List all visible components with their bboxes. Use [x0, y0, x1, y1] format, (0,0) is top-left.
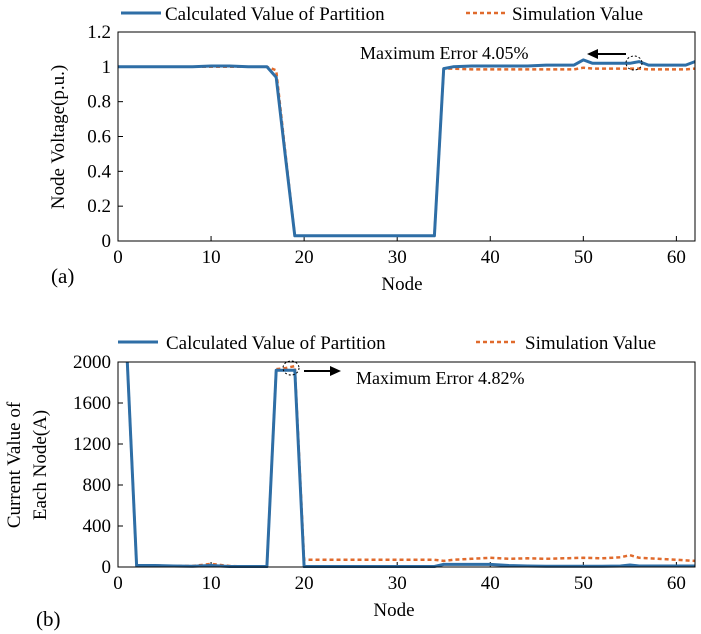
ticks-a: 0 10 20 30 40 50 60 0 0.2 0.4 0.6 0.8 1 1.2 — [87, 22, 686, 268]
annotation-b-error-marker — [282, 360, 300, 376]
series-b — [125, 361, 696, 568]
y-tick-label-b-1600: 1600 — [73, 393, 111, 414]
panel-label-a: (a) — [51, 264, 74, 288]
chart-panel-b: Calculated Value of Partition Simulation… — [4, 333, 696, 631]
series-a — [118, 58, 696, 238]
plot-frame-b — [117, 361, 696, 568]
x-tick-label-a-20: 20 — [295, 247, 314, 268]
x-tick-label-a-60: 60 — [667, 247, 686, 268]
series-line-a-simulation — [118, 65, 696, 238]
legend-a-calculated-label: Calculated Value of Partition — [165, 4, 385, 25]
xlabel-b: Node — [373, 600, 414, 621]
ylabel-a: Node Voltage(p.u.) — [48, 65, 69, 209]
annotation-b: Maximum Error 4.82% — [282, 360, 524, 388]
y-tick-label-b-800: 800 — [83, 475, 112, 496]
y-tick-label-a-0: 0 — [102, 231, 112, 252]
x-tick-label-a-10: 10 — [202, 247, 221, 268]
legend-a: Calculated Value of Partition Simulation… — [121, 4, 643, 25]
x-tick-label-b-0: 0 — [113, 573, 123, 594]
x-tick-label-a-50: 50 — [574, 247, 593, 268]
x-tick-label-b-30: 30 — [388, 573, 407, 594]
annotation-b-arrowhead — [330, 366, 341, 376]
panel-label-b: (b) — [36, 607, 61, 631]
x-tick-label-b-50: 50 — [574, 573, 593, 594]
x-tick-label-b-40: 40 — [481, 573, 500, 594]
x-tick-label-a-30: 30 — [388, 247, 407, 268]
y-tick-label-a-0.4: 0.4 — [87, 161, 111, 182]
x-tick-label-b-20: 20 — [295, 573, 314, 594]
xlabel-a: Node — [381, 274, 422, 295]
y-tick-label-b-1200: 1200 — [73, 434, 111, 455]
ticks-b: 0 10 20 30 40 50 60 0 400 800 1200 1600 2000 — [73, 352, 686, 594]
y-tick-label-b-2000: 2000 — [73, 352, 111, 373]
legend-b-simulation-label: Simulation Value — [525, 333, 656, 354]
y-tick-label-a-1.2: 1.2 — [87, 22, 111, 43]
x-tick-label-a-0: 0 — [113, 247, 123, 268]
series-line-a-calculated — [118, 58, 696, 238]
y-tick-label-a-0.8: 0.8 — [87, 92, 111, 113]
legend-b: Calculated Value of Partition Simulation… — [118, 333, 656, 354]
plot-frame-a — [117, 31, 696, 242]
ylabel-b-line2: Each Node(A) — [30, 410, 51, 520]
y-tick-label-a-1: 1 — [102, 57, 112, 78]
chart-panel-a: Calculated Value of Partition Simulation… — [48, 4, 696, 295]
ylabel-b-line1: Current Value of — [4, 401, 25, 528]
y-tick-label-b-400: 400 — [83, 516, 112, 537]
series-line-b-simulation — [126, 361, 696, 568]
y-tick-label-a-0.2: 0.2 — [87, 196, 111, 217]
annotation-b-label: Maximum Error 4.82% — [356, 368, 524, 388]
x-tick-label-a-40: 40 — [481, 247, 500, 268]
series-line-b-calculated — [125, 361, 695, 568]
annotation-a-arrowhead — [587, 49, 598, 59]
annotation-a-error-marker — [625, 55, 643, 71]
y-tick-label-b-0: 0 — [102, 557, 112, 578]
legend-a-simulation-label: Simulation Value — [512, 4, 643, 25]
annotation-a: Maximum Error 4.05% — [360, 43, 643, 71]
x-tick-label-b-10: 10 — [202, 573, 221, 594]
legend-b-calculated-label: Calculated Value of Partition — [166, 333, 386, 354]
annotation-a-label: Maximum Error 4.05% — [360, 43, 528, 63]
y-tick-label-a-0.6: 0.6 — [87, 127, 111, 148]
x-tick-label-b-60: 60 — [667, 573, 686, 594]
